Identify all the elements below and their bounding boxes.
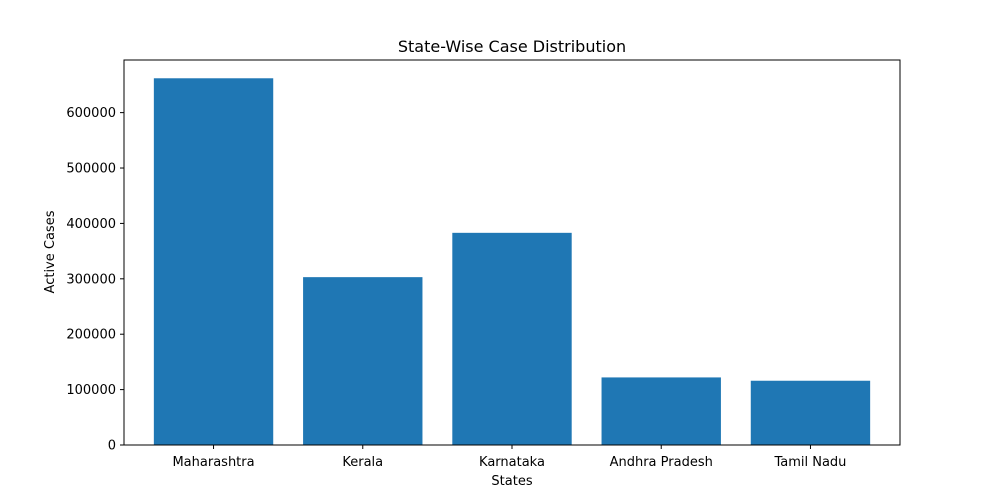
x-tick-label: Kerala [342,455,383,470]
y-tick-label: 600000 [66,106,116,121]
y-tick-label: 300000 [66,272,116,287]
y-axis: 0 100000 200000 300000 400000 500000 600000 [66,106,124,454]
x-tick-label: Karnataka [479,455,545,470]
bar-tamil-nadu [750,380,871,445]
bar-kerala [303,277,423,445]
x-tick-label: Tamil Nadu [773,455,846,470]
x-axis: Maharashtra Kerala Karnataka Andhra Pradesh… [172,445,846,470]
bar-maharashtra [153,78,274,445]
bar-andhra-pradesh [601,377,721,445]
y-tick-label: 0 [108,439,116,454]
bars-layer [153,78,871,445]
y-tick-label: 200000 [66,328,116,343]
bar-karnataka [452,232,572,445]
plot-frame [123,59,901,446]
y-tick-label: 100000 [66,383,116,398]
y-tick-label: 400000 [66,217,116,232]
x-tick-label: Maharashtra [172,455,254,470]
x-tick-label: Andhra Pradesh [610,455,713,470]
x-axis-label: States [491,474,532,489]
chart-title: State-Wise Case Distribution [398,37,626,56]
y-tick-label: 500000 [66,162,116,177]
y-axis-label: Active Cases [43,210,58,293]
